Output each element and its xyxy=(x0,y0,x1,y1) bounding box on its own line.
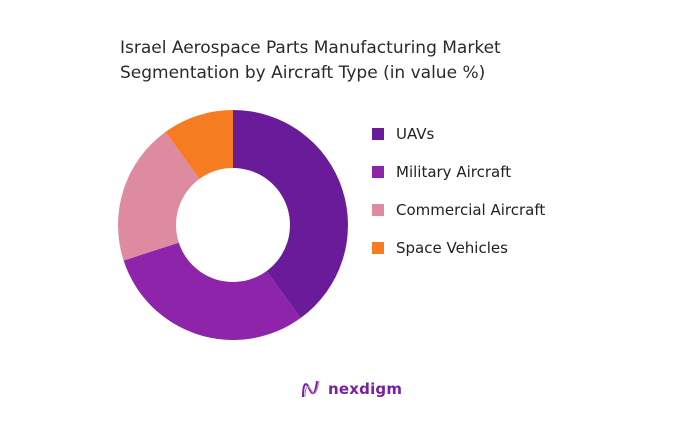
slice-uavs xyxy=(233,110,348,319)
slice-space-vehicles xyxy=(165,110,233,179)
legend-label: Military Aircraft xyxy=(396,163,512,181)
title-line-2: Segmentation by Aircraft Type (in value … xyxy=(120,63,486,83)
chart-title: Israel Aerospace Parts Manufacturing Mar… xyxy=(120,36,501,86)
logo-wave-icon xyxy=(302,380,320,398)
legend-label: UAVs xyxy=(396,125,435,143)
slice-commercial-aircraft xyxy=(117,131,200,261)
legend-item: Space Vehicles xyxy=(372,239,545,257)
legend-label: Commercial Aircraft xyxy=(396,201,546,219)
nexdigm-logo: nexdigm xyxy=(300,378,402,400)
legend-swatch xyxy=(372,128,384,140)
legend-item: Military Aircraft xyxy=(372,163,545,181)
legend-swatch xyxy=(372,166,384,178)
legend-swatch xyxy=(372,242,384,254)
legend-item: Commercial Aircraft xyxy=(372,201,546,219)
legend: UAVs Military Aircraft Commercial Aircra… xyxy=(372,125,546,278)
legend-item: UAVs xyxy=(372,125,545,143)
title-line-1: Israel Aerospace Parts Manufacturing Mar… xyxy=(120,38,501,58)
legend-swatch xyxy=(372,204,384,216)
legend-label: Space Vehicles xyxy=(396,239,508,257)
slice-military-aircraft xyxy=(123,242,301,340)
logo-text: nexdigm xyxy=(328,380,403,398)
